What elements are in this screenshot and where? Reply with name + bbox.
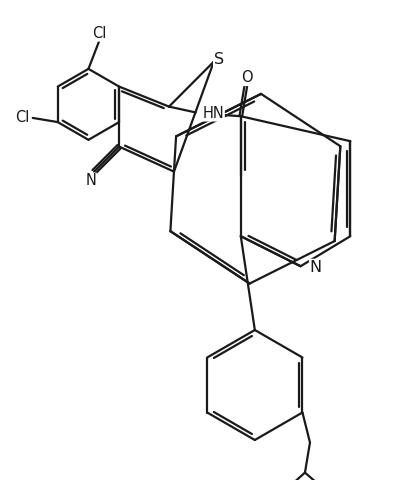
Text: N: N	[85, 173, 96, 188]
Text: O: O	[241, 70, 252, 85]
Text: S: S	[214, 52, 224, 67]
Text: HN: HN	[202, 106, 224, 121]
Text: N: N	[310, 260, 322, 275]
Text: Cl: Cl	[15, 110, 29, 125]
Text: Cl: Cl	[93, 26, 107, 41]
